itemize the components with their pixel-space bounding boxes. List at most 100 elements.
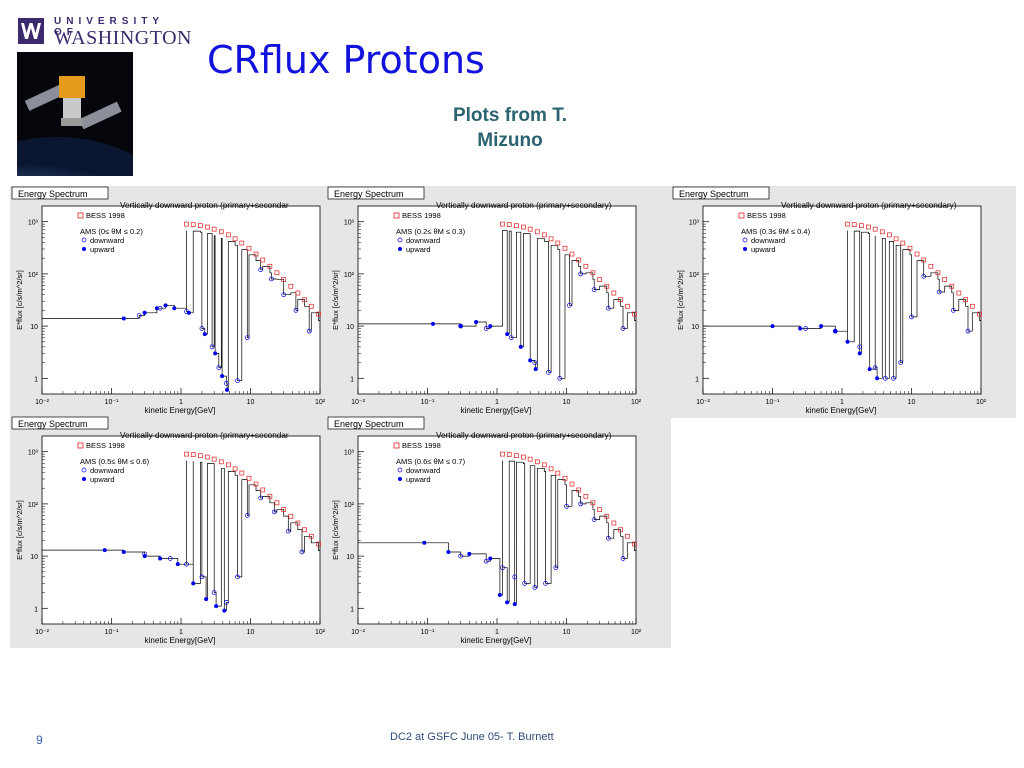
bess-point	[211, 226, 217, 232]
legend-downward-label: downward	[751, 236, 785, 245]
slide-title: CRflux Protons	[207, 38, 485, 82]
x-tick-label: 1	[495, 399, 499, 406]
bess-point	[935, 270, 941, 276]
upward-point	[875, 376, 880, 381]
downward-point	[512, 574, 518, 580]
bess-point	[576, 257, 582, 263]
bess-point	[942, 277, 948, 282]
downward-point	[882, 375, 888, 381]
legend-downward-marker	[397, 237, 403, 243]
downward-point	[857, 344, 863, 350]
legend: BESS 1998 AMS (0.5≤ θM ≤ 0.6)downwardupwa…	[77, 441, 150, 484]
legend-upward-label: upward	[751, 245, 776, 254]
bess-point	[288, 283, 294, 289]
legend-bess-marker	[77, 212, 84, 219]
legend-bess-label: BESS 1998	[86, 211, 125, 220]
legend-upward-label: upward	[406, 245, 431, 254]
bess-point	[274, 270, 280, 276]
chart-title: Vertically downward proton (primary+seco…	[781, 201, 957, 210]
upward-point	[488, 556, 493, 561]
chart-svg: Energy Spectrum Vertically downward proto…	[326, 416, 671, 648]
model-histogram-line	[703, 230, 981, 379]
bess-point	[534, 459, 540, 465]
upward-point	[833, 329, 838, 334]
chart-svg: Energy Spectrum Vertically downward proto…	[10, 416, 355, 648]
x-tick-label: 1	[840, 399, 844, 406]
upward-point	[431, 321, 436, 326]
satellite-image	[17, 52, 133, 176]
bess-point	[949, 283, 955, 289]
y-axis-label: E*flux [c/s/m^2/sr]	[676, 270, 685, 330]
bess-point	[500, 221, 505, 227]
bess-point	[211, 456, 217, 462]
x-tick-label: 10²	[631, 399, 642, 406]
bess-point	[900, 240, 906, 246]
bess-point	[534, 229, 540, 235]
downward-point	[567, 302, 572, 308]
y-tick-label: 1	[350, 606, 354, 613]
plot-frame	[41, 205, 321, 395]
bess-point	[218, 229, 224, 235]
bess-point	[198, 453, 203, 459]
y-tick-label: 10	[691, 324, 699, 331]
bess-point	[624, 303, 630, 309]
downward-point	[271, 509, 277, 515]
x-tick-label: 10⁻²	[696, 399, 710, 406]
university-logo: UNIVERSITY OF WASHINGTON	[14, 14, 191, 49]
bess-point	[548, 466, 554, 472]
bess-point	[604, 283, 610, 289]
y-tick-label: 10³	[344, 220, 355, 227]
x-tick-label: 10²	[631, 629, 642, 636]
chart-title: Vertically downward proton (primary+seco…	[120, 431, 289, 440]
downward-point	[591, 517, 597, 522]
x-tick-label: 10⁻¹	[421, 629, 435, 636]
downward-point	[184, 561, 189, 567]
legend-upward-label: upward	[90, 245, 115, 254]
panel-label-box	[327, 416, 425, 430]
subtitle-line1: Plots from T.	[452, 105, 567, 126]
upward-point	[488, 324, 493, 329]
bess-point	[914, 251, 920, 257]
x-tick-label: 10⁻²	[351, 629, 365, 636]
upward-point	[505, 600, 510, 605]
page-number: 9	[36, 733, 43, 747]
downward-point	[620, 556, 626, 561]
y-tick-label: 10²	[344, 502, 355, 509]
x-axis-label: kinetic Energy[GeV]	[806, 406, 877, 415]
bess-point	[205, 224, 210, 230]
bess-point	[253, 251, 259, 257]
bess-point	[316, 541, 321, 547]
upward-point	[204, 597, 209, 602]
x-tick-label: 10⁻¹	[105, 399, 119, 406]
bess-point	[866, 224, 871, 230]
bess-point	[583, 263, 589, 269]
bess-point	[260, 257, 266, 263]
model-histogram-line	[42, 230, 320, 391]
x-tick-label: 10⁻¹	[766, 399, 780, 406]
x-tick-label: 10	[563, 399, 571, 406]
legend-ams-label: AMS (0≤ θM ≤ 0.2)	[80, 227, 143, 236]
bess-point	[295, 290, 301, 296]
upward-point	[142, 554, 147, 559]
upward-point	[422, 540, 427, 545]
x-axis-label: kinetic Energy[GeV]	[461, 636, 532, 645]
bess-point	[232, 236, 238, 242]
upward-point	[458, 324, 463, 329]
legend-downward-marker	[81, 467, 87, 473]
x-tick-label: 10	[908, 399, 916, 406]
downward-point	[936, 289, 942, 295]
chart-svg: Energy Spectrum Vertically downward proto…	[326, 186, 671, 418]
legend-downward-label: downward	[90, 236, 124, 245]
panel-label-box	[11, 416, 109, 430]
logo-line2: WASHINGTON	[54, 27, 192, 49]
chart-svg: Energy Spectrum Vertically downward proto…	[10, 186, 355, 418]
upward-point	[518, 344, 523, 349]
panel-label: Energy Spectrum	[18, 189, 88, 199]
downward-point	[483, 558, 489, 564]
panel-label: Energy Spectrum	[679, 189, 749, 199]
upward-point	[142, 310, 147, 315]
downward-point	[564, 503, 569, 509]
downward-point	[578, 271, 584, 277]
panel-label: Energy Spectrum	[334, 419, 404, 429]
